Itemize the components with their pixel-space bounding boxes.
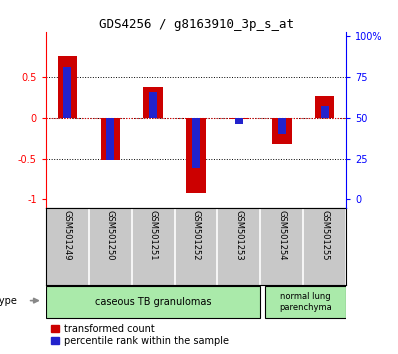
Text: caseous TB granulomas: caseous TB granulomas (95, 297, 211, 307)
Text: GSM501251: GSM501251 (148, 210, 158, 261)
Bar (272, 118, 291, 144)
Text: GSM501255: GSM501255 (320, 210, 329, 261)
Bar (235, 118, 243, 124)
Legend: transformed count, percentile rank within the sample: transformed count, percentile rank withi… (51, 324, 229, 346)
Bar (265, 286, 346, 319)
Bar (101, 118, 120, 160)
Bar (315, 96, 334, 118)
Title: GDS4256 / g8163910_3p_s_at: GDS4256 / g8163910_3p_s_at (99, 18, 293, 31)
Bar (149, 92, 157, 118)
Bar (58, 56, 77, 118)
Text: GSM501252: GSM501252 (191, 210, 201, 261)
Bar (192, 118, 200, 169)
Text: GSM501249: GSM501249 (63, 210, 72, 261)
Bar (229, 118, 249, 119)
Bar (106, 118, 114, 160)
Bar (63, 67, 71, 118)
Text: GSM501250: GSM501250 (105, 210, 115, 261)
Bar (278, 118, 286, 134)
Bar (186, 118, 206, 193)
Bar (143, 87, 163, 118)
Text: GSM501254: GSM501254 (277, 210, 287, 261)
Text: cell type: cell type (0, 296, 17, 306)
Text: GSM501253: GSM501253 (234, 210, 244, 261)
Bar (321, 106, 329, 118)
Bar (46, 286, 260, 319)
Text: normal lung
parenchyma: normal lung parenchyma (279, 292, 332, 312)
